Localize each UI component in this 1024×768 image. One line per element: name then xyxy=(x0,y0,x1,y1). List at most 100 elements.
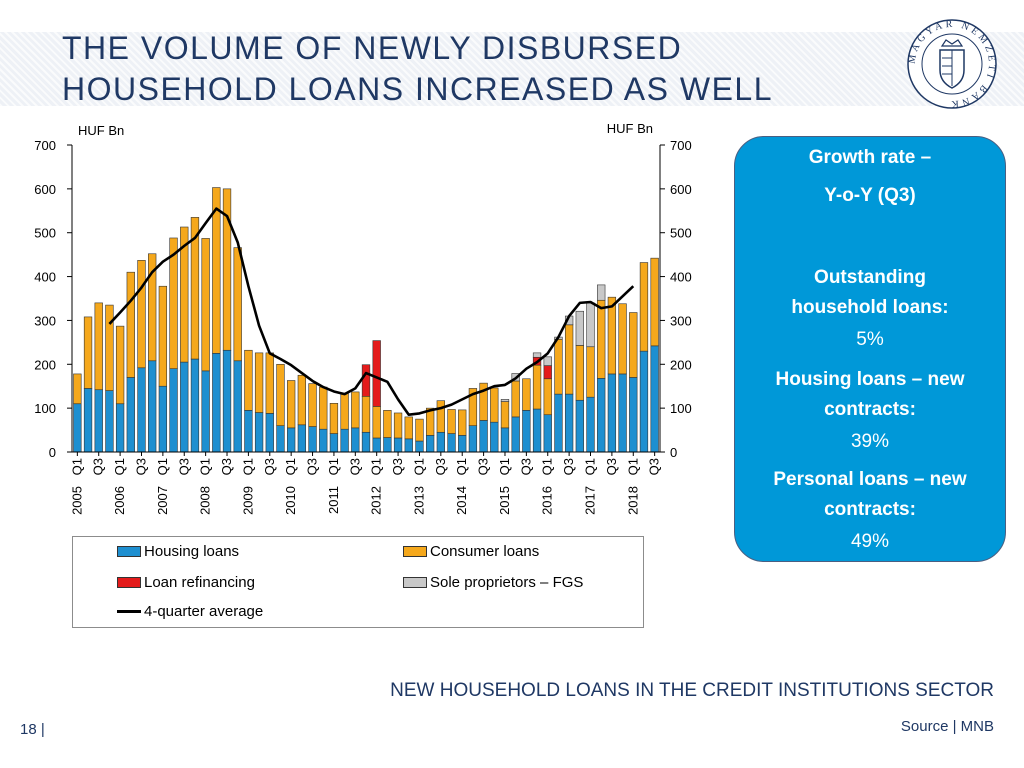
bar-housing xyxy=(222,349,232,453)
bar-sole xyxy=(575,310,584,346)
legend-swatch-refinancing xyxy=(117,577,141,588)
x-tick-label-quarter: Q1 xyxy=(583,458,598,475)
bar-consumer xyxy=(629,312,638,378)
bar-housing xyxy=(522,410,531,453)
y-tick-label-right: 500 xyxy=(670,226,692,241)
y-tick-label-left: 300 xyxy=(34,313,56,328)
x-tick-label-quarter: Q3 xyxy=(390,458,405,475)
x-tick-label-year: 2008 xyxy=(198,486,213,515)
box-item-3-label-2: contracts: xyxy=(824,499,916,520)
bar-housing xyxy=(276,425,285,453)
bar-housing xyxy=(532,408,542,453)
bar-consumer xyxy=(201,238,210,372)
y-tick-label-right: 600 xyxy=(670,182,692,197)
bar-housing xyxy=(126,377,135,453)
bar-consumer xyxy=(180,226,189,363)
bar-housing xyxy=(479,420,488,453)
bar-refinancing xyxy=(543,365,552,380)
x-tick-label-quarter: Q3 xyxy=(561,458,576,475)
bar-consumer xyxy=(425,407,435,436)
bar-housing xyxy=(490,421,499,453)
bar-housing xyxy=(297,424,307,453)
bar-housing xyxy=(393,437,403,453)
bar-consumer xyxy=(126,271,135,378)
bar-consumer xyxy=(404,416,413,440)
bar-housing xyxy=(372,437,381,453)
bar-housing xyxy=(607,373,617,453)
bar-housing xyxy=(115,403,125,453)
bar-consumer xyxy=(94,302,103,391)
legend-item-housing: Housing loans xyxy=(117,543,239,560)
x-tick-label-year: 2009 xyxy=(240,486,255,515)
bar-housing xyxy=(233,360,242,453)
bar-housing xyxy=(319,428,328,453)
box-item-1-value: 5% xyxy=(856,329,884,350)
box-item-1-label-1: Outstanding xyxy=(814,267,926,288)
y-tick-label-left: 600 xyxy=(34,182,56,197)
y-tick-label-right: 300 xyxy=(670,313,692,328)
title-line-2: HOUSEHOLD LOANS INCREASED AS WELL xyxy=(62,71,774,107)
legend-label-sole: Sole proprietors – FGS xyxy=(430,574,584,591)
bar-housing xyxy=(265,413,274,453)
x-tick-label-quarter: Q1 xyxy=(112,458,127,475)
box-item-1-label-2: household loans: xyxy=(791,297,949,318)
bar-housing xyxy=(404,438,413,453)
bar-housing xyxy=(308,426,317,453)
bar-consumer xyxy=(329,403,339,434)
x-tick-label-quarter: Q3 xyxy=(91,458,106,475)
bar-consumer xyxy=(158,285,168,387)
bar-consumer xyxy=(479,382,488,421)
loans-chart: 0 0 100 100 200 200 300 300 400 400 500 500 600 600 70… xyxy=(34,121,692,515)
x-tick-label-quarter: Q1 xyxy=(540,458,555,475)
bar-housing xyxy=(73,403,82,453)
title-line-1: THE VOLUME OF NEWLY DISBURSED xyxy=(62,30,683,66)
bar-consumer xyxy=(105,304,114,391)
x-tick-label-quarter: Q3 xyxy=(433,458,448,475)
bar-consumer xyxy=(597,299,606,379)
y-tick-label-right: 200 xyxy=(670,357,692,372)
y-tick-label-left: 0 xyxy=(49,445,56,460)
mnb-seal-icon: MAGYAR NEMZETI BANK xyxy=(907,19,997,109)
average-line xyxy=(108,207,635,417)
x-tick-label-quarter: Q3 xyxy=(305,458,320,475)
x-tick-label-quarter: Q1 xyxy=(198,458,213,475)
chart-legend: Housing loans Consumer loans Loan refina… xyxy=(72,536,644,628)
legend-label-refinancing: Loan refinancing xyxy=(144,574,255,591)
bar-housing xyxy=(436,431,445,453)
bar-consumer xyxy=(543,378,552,416)
bar-consumer xyxy=(607,296,617,375)
x-tick-label-year: 2012 xyxy=(369,486,384,515)
legend-swatch-consumer xyxy=(403,546,427,557)
bar-housing xyxy=(180,361,189,453)
bar-housing xyxy=(415,440,424,453)
bar-consumer xyxy=(115,325,125,405)
bar-sole xyxy=(597,284,606,301)
bar-consumer xyxy=(415,418,424,442)
x-tick-label-quarter: Q3 xyxy=(604,458,619,475)
bar-housing xyxy=(543,414,552,453)
bar-consumer xyxy=(511,380,520,418)
bar-housing xyxy=(500,427,510,453)
bar-housing xyxy=(564,393,574,453)
bar-consumer xyxy=(340,392,349,430)
bar-consumer xyxy=(351,391,360,429)
bar-housing xyxy=(351,427,360,453)
bar-housing xyxy=(597,378,606,453)
bar-housing xyxy=(468,425,478,453)
bar-housing xyxy=(105,390,114,453)
page-number: 18 | xyxy=(20,721,45,738)
x-tick-label-quarter: Q1 xyxy=(369,458,384,475)
bar-consumer xyxy=(233,247,242,362)
bar-consumer xyxy=(564,324,574,395)
bar-consumer xyxy=(212,187,221,354)
bar-consumer xyxy=(276,363,285,426)
bar-sole xyxy=(500,399,510,402)
bar-housing xyxy=(190,358,200,453)
source-note: Source | MNB xyxy=(900,718,994,735)
bar-consumer xyxy=(148,253,157,362)
bar-consumer xyxy=(522,378,531,411)
x-tick-label-quarter: Q1 xyxy=(454,458,469,475)
x-tick-label-year: 2016 xyxy=(540,486,555,515)
x-tick-label-quarter: Q1 xyxy=(625,458,640,475)
bar-consumer xyxy=(254,352,264,413)
